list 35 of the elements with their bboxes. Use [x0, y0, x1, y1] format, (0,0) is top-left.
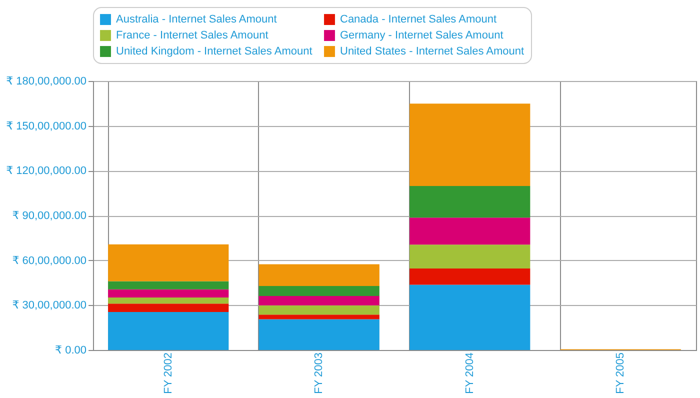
legend-label: United States - Internet Sales Amount	[340, 46, 524, 58]
bar	[258, 314, 380, 320]
bar	[108, 289, 229, 298]
bar	[108, 312, 229, 350]
y-tick-label: ₹ 120,00,000.00	[6, 165, 86, 178]
y-tick-label: ₹ 60,00,000.00	[12, 254, 86, 267]
x-tick-label: FY 2004	[464, 352, 476, 394]
legend-label: Australia - Internet Sales Amount	[116, 14, 277, 26]
bar	[258, 286, 380, 296]
legend-label: France - Internet Sales Amount	[116, 30, 268, 42]
bar	[108, 298, 229, 304]
bar	[258, 296, 380, 306]
x-tick-label: FY 2005	[614, 352, 627, 394]
y-tick-label: ₹ 150,00,000.00	[6, 120, 86, 132]
bar	[258, 319, 380, 350]
bar	[410, 244, 530, 269]
legend-label: Canada - Internet Sales Amount	[340, 14, 497, 26]
bar	[410, 104, 530, 186]
y-tick-label: ₹ 180,00,000.00	[6, 76, 86, 88]
bar	[258, 305, 380, 315]
bar	[108, 244, 229, 282]
bar	[410, 284, 530, 350]
y-tick-label: ₹ 30,00,000.00	[12, 300, 86, 312]
legend-label: United Kingdom - Internet Sales Amount	[116, 46, 312, 58]
x-tick-label: FY 2003	[313, 352, 326, 394]
x-tick-label: FY 2002	[162, 352, 174, 394]
bar	[108, 281, 229, 290]
bar	[410, 268, 530, 285]
y-tick-label: ₹ 90,00,000.00	[12, 210, 86, 222]
y-tick-label: ₹ 0.00	[55, 344, 86, 356]
bar	[410, 218, 530, 245]
bar	[258, 264, 380, 286]
bar	[108, 304, 229, 312]
bar	[410, 186, 530, 218]
legend-label: Germany - Internet Sales Amount	[340, 30, 504, 42]
